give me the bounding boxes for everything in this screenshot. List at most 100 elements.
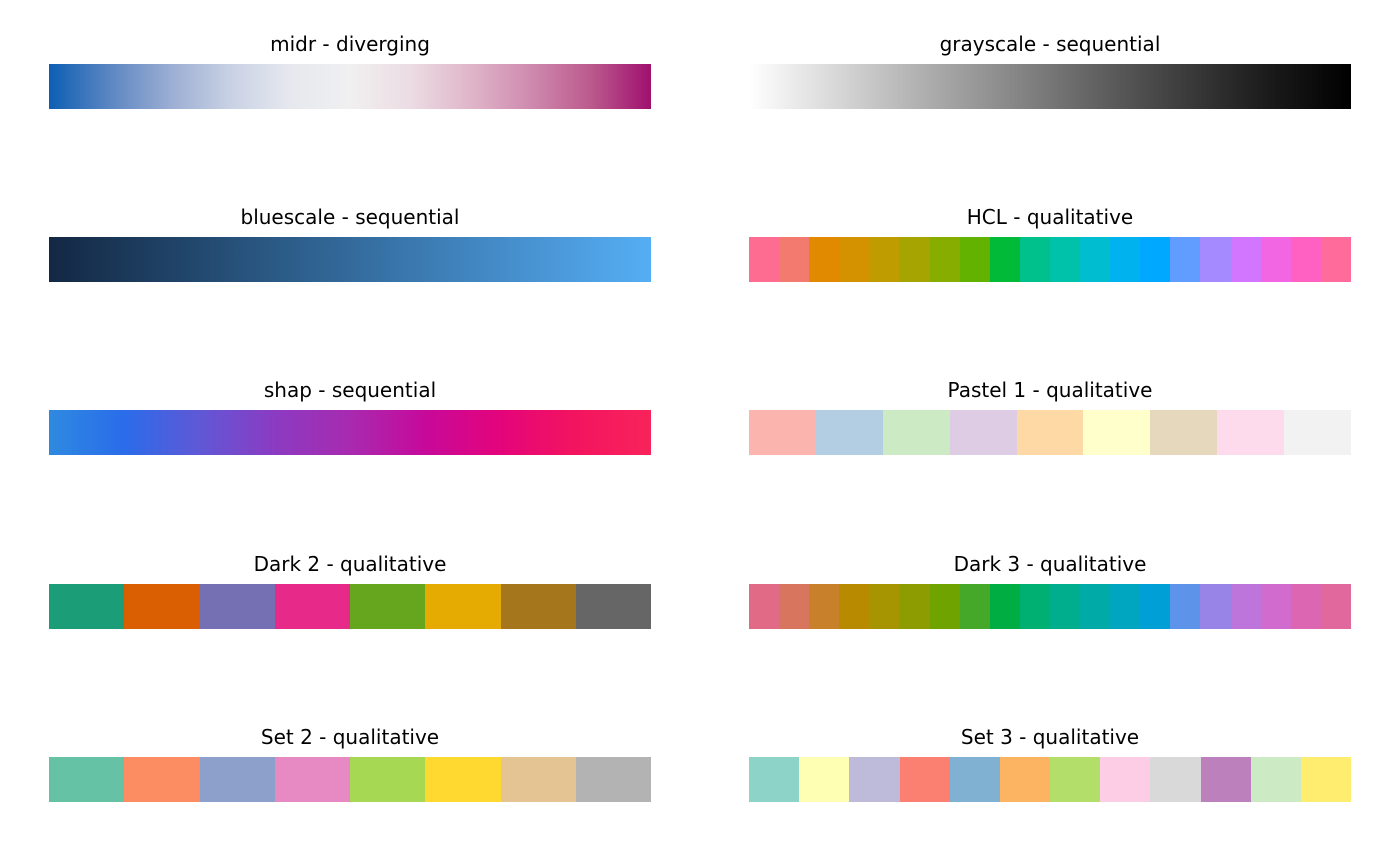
color-swatch-14 <box>1140 584 1171 629</box>
color-swatch-3 <box>849 757 900 802</box>
color-swatch-8 <box>575 584 651 629</box>
color-swatch-2 <box>779 584 810 629</box>
color-swatch-7 <box>500 584 576 629</box>
color-swatch-4 <box>839 237 870 282</box>
color-swatch-1 <box>749 757 800 802</box>
palette-gradient-bar <box>49 64 651 109</box>
color-swatch-6 <box>425 757 501 802</box>
palette-title: midr - diverging <box>270 32 430 56</box>
color-swatch-9 <box>989 584 1020 629</box>
color-swatch-8 <box>1217 410 1285 455</box>
color-swatch-3 <box>809 584 840 629</box>
color-swatch-9 <box>1150 757 1201 802</box>
palette-panel-shap-sequential: shap - sequential <box>49 378 651 458</box>
palette-swatch-bar <box>49 584 651 629</box>
color-swatch-16 <box>1200 584 1231 629</box>
color-swatch-20 <box>1320 237 1351 282</box>
color-swatch-1 <box>749 410 816 455</box>
color-swatch-11 <box>1049 584 1081 629</box>
color-swatch-13 <box>1110 584 1141 629</box>
color-swatch-13 <box>1110 237 1141 282</box>
color-swatch-10 <box>1019 584 1050 629</box>
color-swatch-12 <box>1080 584 1111 629</box>
palette-swatch-bar <box>749 584 1351 629</box>
color-swatch-18 <box>1260 237 1291 282</box>
color-swatch-4 <box>949 410 1017 455</box>
palette-panel-bluescale-sequential: bluescale - sequential <box>49 205 651 285</box>
color-swatch-2 <box>124 584 200 629</box>
palette-gradient-bar <box>49 237 651 282</box>
color-swatch-7 <box>500 757 576 802</box>
color-swatch-6 <box>899 237 930 282</box>
palette-panel-pastel-1-qualitative: Pastel 1 - qualitative <box>749 378 1351 458</box>
color-swatch-6 <box>1083 410 1151 455</box>
palette-panel-midr-diverging: midr - diverging <box>49 32 651 112</box>
color-swatch-14 <box>1140 237 1171 282</box>
color-swatch-6 <box>999 757 1051 802</box>
color-swatch-4 <box>839 584 870 629</box>
color-swatch-16 <box>1200 237 1231 282</box>
color-swatch-9 <box>989 237 1020 282</box>
palette-panel-set-3-qualitative: Set 3 - qualitative <box>749 725 1351 805</box>
palette-title: grayscale - sequential <box>939 32 1161 56</box>
palette-swatch-bar <box>49 757 651 802</box>
color-swatch-4 <box>274 584 350 629</box>
color-swatch-5 <box>350 584 426 629</box>
color-swatch-4 <box>899 757 950 802</box>
color-swatch-11 <box>1250 757 1301 802</box>
palette-panel-hcl-qualitative: HCL - qualitative <box>749 205 1351 285</box>
color-swatch-17 <box>1230 237 1261 282</box>
palette-gradient-bar <box>49 410 651 455</box>
color-swatch-2 <box>815 410 883 455</box>
color-swatch-3 <box>882 410 950 455</box>
palette-panel-grayscale-sequential: grayscale - sequential <box>749 32 1351 112</box>
color-swatch-8 <box>959 237 990 282</box>
palette-panel-dark-3-qualitative: Dark 3 - qualitative <box>749 552 1351 632</box>
color-swatch-12 <box>1080 237 1111 282</box>
color-swatch-7 <box>929 584 960 629</box>
palette-title: HCL - qualitative <box>966 205 1134 229</box>
palette-swatch-bar <box>749 757 1351 802</box>
palette-title: Dark 3 - qualitative <box>953 552 1147 576</box>
palette-title: shap - sequential <box>263 378 437 402</box>
color-swatch-18 <box>1260 584 1291 629</box>
color-swatch-11 <box>1049 237 1081 282</box>
palette-title: Set 3 - qualitative <box>960 725 1140 749</box>
color-swatch-5 <box>949 757 1000 802</box>
color-swatch-6 <box>899 584 930 629</box>
palette-panel-set-2-qualitative: Set 2 - qualitative <box>49 725 651 805</box>
color-swatch-19 <box>1290 584 1321 629</box>
color-swatch-2 <box>124 757 200 802</box>
color-swatch-1 <box>49 584 125 629</box>
color-swatch-6 <box>425 584 501 629</box>
color-swatch-15 <box>1170 584 1201 629</box>
color-swatch-12 <box>1300 757 1351 802</box>
color-swatch-5 <box>869 237 900 282</box>
palette-gradient-bar <box>749 64 1351 109</box>
color-swatch-9 <box>1284 410 1351 455</box>
color-swatch-5 <box>869 584 900 629</box>
color-swatch-10 <box>1019 237 1050 282</box>
color-swatch-2 <box>799 757 850 802</box>
color-swatch-8 <box>959 584 990 629</box>
color-swatch-7 <box>929 237 960 282</box>
palette-title: Pastel 1 - qualitative <box>947 378 1153 402</box>
palette-title: bluescale - sequential <box>240 205 460 229</box>
color-swatch-5 <box>1016 410 1084 455</box>
color-swatch-8 <box>575 757 651 802</box>
color-swatch-3 <box>809 237 840 282</box>
color-swatch-20 <box>1320 584 1351 629</box>
color-swatch-7 <box>1050 757 1101 802</box>
palette-title: Set 2 - qualitative <box>260 725 440 749</box>
palette-swatch-bar <box>749 410 1351 455</box>
color-swatch-19 <box>1290 237 1321 282</box>
color-swatch-7 <box>1150 410 1218 455</box>
color-swatch-1 <box>749 237 780 282</box>
color-swatch-2 <box>779 237 810 282</box>
color-swatch-4 <box>274 757 350 802</box>
color-swatch-10 <box>1200 757 1251 802</box>
color-swatch-3 <box>199 584 275 629</box>
palette-title: Dark 2 - qualitative <box>253 552 447 576</box>
color-swatch-17 <box>1230 584 1261 629</box>
